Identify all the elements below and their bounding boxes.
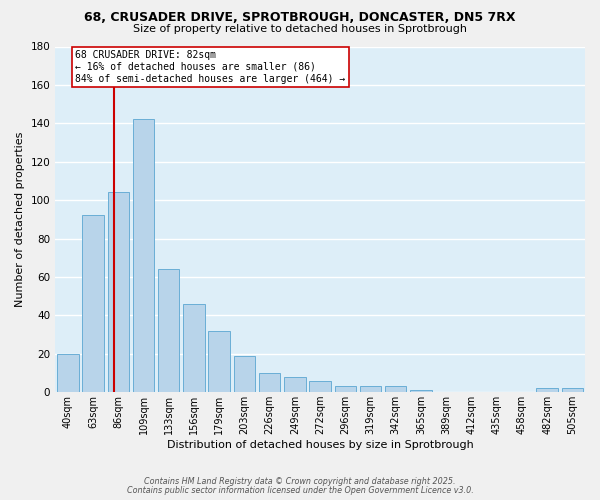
Bar [335, 386, 356, 392]
Text: Contains HM Land Registry data © Crown copyright and database right 2025.: Contains HM Land Registry data © Crown c… [144, 477, 456, 486]
Bar [536, 388, 558, 392]
Text: 68 CRUSADER DRIVE: 82sqm
← 16% of detached houses are smaller (86)
84% of semi-d: 68 CRUSADER DRIVE: 82sqm ← 16% of detach… [76, 50, 346, 84]
Y-axis label: Number of detached properties: Number of detached properties [15, 132, 25, 307]
Bar [183, 304, 205, 392]
Bar [107, 192, 129, 392]
Bar [233, 356, 255, 392]
Text: 68, CRUSADER DRIVE, SPROTBROUGH, DONCASTER, DN5 7RX: 68, CRUSADER DRIVE, SPROTBROUGH, DONCAST… [84, 11, 516, 24]
Bar [259, 373, 280, 392]
Bar [57, 354, 79, 392]
Bar [82, 216, 104, 392]
Bar [133, 120, 154, 392]
Bar [310, 380, 331, 392]
Bar [284, 377, 305, 392]
Text: Size of property relative to detached houses in Sprotbrough: Size of property relative to detached ho… [133, 24, 467, 34]
Bar [158, 270, 179, 392]
Bar [385, 386, 406, 392]
Bar [562, 388, 583, 392]
Bar [410, 390, 432, 392]
Bar [360, 386, 381, 392]
Bar [208, 330, 230, 392]
Text: Contains public sector information licensed under the Open Government Licence v3: Contains public sector information licen… [127, 486, 473, 495]
X-axis label: Distribution of detached houses by size in Sprotbrough: Distribution of detached houses by size … [167, 440, 473, 450]
